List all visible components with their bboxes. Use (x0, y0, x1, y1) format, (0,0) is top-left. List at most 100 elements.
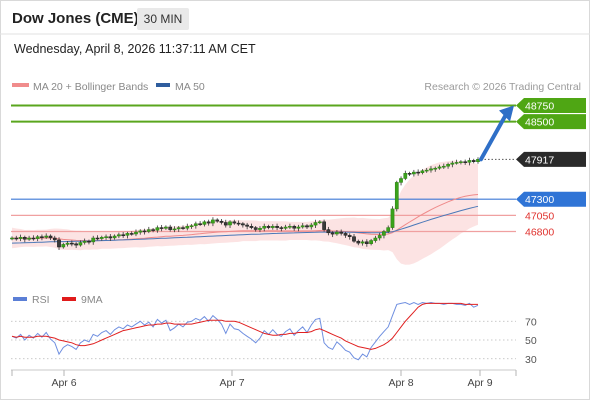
instrument-title: Dow Jones (CME) (12, 10, 139, 27)
level-tag-48500 (516, 114, 586, 130)
candle (172, 228, 177, 231)
rsi-tick-label: 30 (525, 354, 537, 366)
candle (305, 225, 309, 228)
candle (65, 242, 70, 245)
candle (87, 240, 91, 243)
legend-swatch-ma20 (12, 83, 29, 87)
candle (249, 226, 254, 228)
level-tag-48750 (516, 98, 586, 113)
candle (459, 161, 463, 163)
candle (198, 223, 202, 225)
legend-label-rsi: RSI (32, 294, 50, 306)
candle (48, 235, 53, 239)
candle (450, 162, 455, 165)
candle (146, 229, 151, 232)
candle (399, 178, 403, 183)
candle (18, 237, 23, 239)
candle (377, 235, 382, 239)
candle (215, 219, 220, 222)
level-tag-47917 (516, 151, 586, 167)
candle (382, 231, 386, 236)
candle (125, 233, 130, 236)
candle (283, 226, 288, 229)
candle (394, 182, 399, 210)
projection-arrow-head (499, 105, 514, 122)
candle (258, 228, 262, 230)
candle (296, 226, 301, 229)
candle (390, 208, 395, 228)
candle (22, 237, 27, 240)
candle (155, 227, 160, 231)
candle (326, 229, 331, 234)
x-tick-label: Apr 6 (51, 377, 76, 389)
level-tag-47300 (516, 191, 586, 207)
candle (424, 169, 429, 172)
candle (211, 219, 215, 224)
candle (266, 226, 271, 228)
candle (454, 162, 459, 164)
legend-label-ma50: MA 50 (175, 81, 205, 93)
candle (159, 227, 164, 229)
candle (70, 242, 74, 245)
candle (168, 226, 173, 230)
candle (356, 240, 361, 244)
candle (35, 236, 40, 239)
candle (142, 230, 147, 233)
x-tick-label: Apr 7 (219, 377, 244, 389)
candle (339, 231, 344, 234)
candle (129, 233, 134, 235)
level-label-47917: 47917 (525, 154, 554, 166)
timeframe-button[interactable]: 30 MIN (137, 8, 189, 30)
rsi-tick-label: 70 (525, 316, 537, 328)
projection-arrow-shaft (479, 112, 508, 162)
candle (57, 239, 61, 248)
level-label-47300: 47300 (525, 194, 554, 206)
candle (99, 237, 104, 239)
legend-label-9ma: 9MA (81, 294, 103, 306)
candle (138, 230, 143, 233)
candle (219, 220, 224, 223)
legend-label-ma20: MA 20 + Bollinger Bands (33, 81, 148, 93)
candle (446, 164, 450, 167)
candle (330, 232, 335, 235)
candle (78, 242, 83, 246)
chart-header: Dow Jones (CME) 30 MIN (1, 1, 589, 35)
x-tick-label: Apr 9 (467, 377, 492, 389)
candle (313, 222, 318, 226)
candle (134, 231, 138, 235)
legend-swatch-rsi (13, 297, 27, 301)
rsi-tick-label: 50 (525, 335, 537, 347)
candle (253, 227, 258, 230)
candle (52, 237, 57, 241)
candle (292, 226, 297, 229)
candle (95, 237, 100, 240)
candle (322, 221, 326, 230)
candle (91, 237, 96, 243)
candle (121, 234, 126, 236)
level-label-48750: 48750 (525, 101, 554, 113)
candle (471, 160, 476, 162)
candle (433, 167, 438, 170)
candle (202, 221, 207, 225)
candle (185, 226, 190, 229)
candle (151, 229, 155, 231)
candle (317, 221, 322, 224)
rsi-9ma-line (11, 302, 478, 350)
candle (279, 227, 284, 229)
candle (117, 234, 121, 237)
candle (10, 237, 14, 240)
candle (176, 227, 181, 230)
candle (364, 241, 369, 244)
candle (74, 243, 78, 246)
candle (300, 225, 305, 228)
candle (420, 170, 425, 173)
level-label-47050: 47050 (525, 210, 554, 222)
candle (347, 235, 352, 237)
candle (369, 240, 373, 244)
timestamp: Wednesday, April 8, 2026 11:37:11 AM CET (14, 42, 256, 56)
candle (61, 244, 66, 248)
candle (429, 168, 433, 171)
candle (104, 236, 108, 238)
candle (343, 233, 348, 236)
candle (403, 173, 408, 179)
